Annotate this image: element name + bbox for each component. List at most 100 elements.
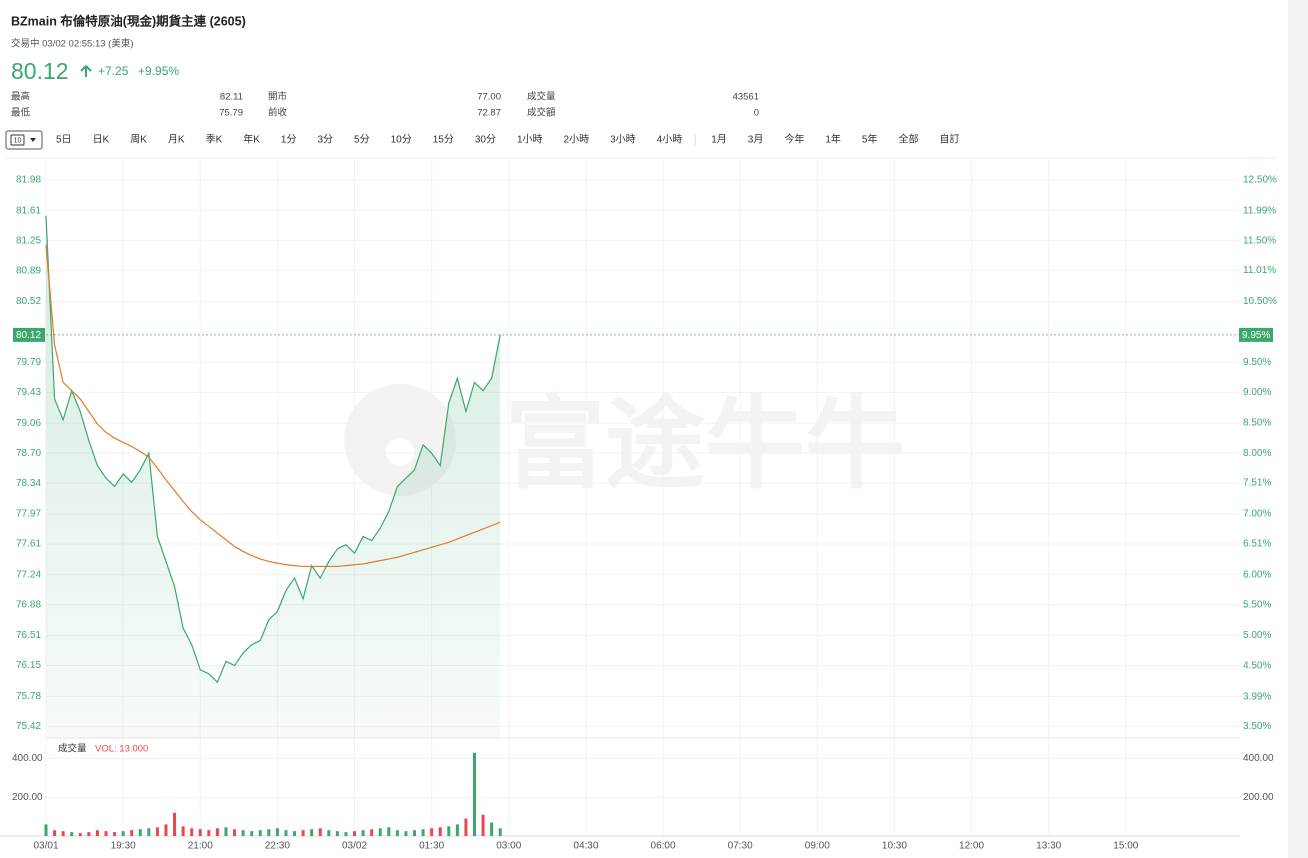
volume-bar bbox=[207, 830, 211, 836]
period-button[interactable]: 1年 bbox=[825, 133, 841, 146]
volume-bar bbox=[293, 831, 297, 836]
y-tick-label: 76.51 bbox=[16, 630, 41, 641]
y-tick-label: 78.34 bbox=[16, 478, 41, 489]
volume-bar bbox=[113, 832, 117, 836]
period-button[interactable]: 日K bbox=[93, 135, 110, 146]
volume-bar bbox=[258, 830, 262, 836]
volume-bar bbox=[104, 831, 108, 836]
volume-bar bbox=[233, 829, 237, 836]
volume-bar bbox=[284, 830, 288, 836]
volume-bar bbox=[241, 830, 245, 836]
volume-bar bbox=[447, 826, 451, 836]
stat-label: 前收 bbox=[268, 107, 288, 119]
volume-bar bbox=[198, 829, 202, 836]
volume-bar bbox=[318, 828, 322, 836]
y-tick-label: 76.15 bbox=[16, 660, 41, 671]
volume-bar bbox=[173, 812, 177, 836]
stat-value: 82.11 bbox=[220, 92, 243, 103]
volume-bar bbox=[438, 827, 442, 836]
y-tick-label: 75.78 bbox=[16, 691, 41, 702]
volume-bar bbox=[404, 831, 408, 836]
change-pct: +9.95% bbox=[138, 64, 179, 78]
volume-bar bbox=[387, 827, 391, 836]
volume-bar bbox=[413, 830, 417, 836]
volume-bar bbox=[70, 832, 74, 836]
period-button[interactable]: 3月 bbox=[748, 134, 764, 146]
period-button[interactable]: 月K bbox=[168, 134, 185, 146]
period-button[interactable]: 10分 bbox=[391, 134, 412, 146]
period-button[interactable]: 3分 bbox=[317, 134, 333, 146]
x-tick-label: 13:30 bbox=[1036, 841, 1061, 852]
stat-label: 成交量 bbox=[527, 91, 556, 103]
period-button[interactable]: 季K bbox=[206, 134, 223, 146]
volume-title: 成交量 bbox=[58, 743, 87, 755]
period-button[interactable]: 30分 bbox=[475, 134, 496, 146]
volume-label: VOL: 13.000 bbox=[95, 744, 148, 755]
stat-label: 最低 bbox=[11, 107, 31, 119]
y-tick-label: 80.52 bbox=[16, 296, 41, 307]
period-button[interactable]: 2小時 bbox=[564, 134, 590, 146]
period-button[interactable]: 年K bbox=[243, 133, 260, 146]
volume-bar bbox=[395, 830, 399, 836]
x-tick-label: 15:00 bbox=[1113, 841, 1138, 852]
x-tick-label: 21:00 bbox=[188, 841, 213, 852]
period-button[interactable]: 3小時 bbox=[610, 134, 636, 146]
y-tick-label: 81.61 bbox=[16, 205, 41, 216]
volume-bar bbox=[95, 830, 99, 836]
x-tick-label: 10:30 bbox=[882, 841, 907, 852]
x-tick-label: 03/02 bbox=[342, 841, 367, 852]
x-tick-label: 12:00 bbox=[959, 841, 984, 852]
y2-tick-label: 5.50% bbox=[1243, 600, 1271, 611]
period-button[interactable]: 1小時 bbox=[517, 134, 543, 146]
price: 80.12 bbox=[11, 58, 69, 84]
y2-tick-label: 9.00% bbox=[1243, 387, 1271, 398]
y2-tick-label: 8.50% bbox=[1243, 418, 1271, 429]
period-button[interactable]: 5年 bbox=[862, 133, 878, 146]
y-tick-label: 81.25 bbox=[16, 235, 41, 246]
x-tick-label: 03:00 bbox=[496, 841, 521, 852]
period-button[interactable]: 全部 bbox=[898, 133, 918, 146]
volume-bar bbox=[267, 829, 271, 836]
period-button[interactable]: 1分 bbox=[281, 134, 297, 146]
watermark: 富途牛牛 bbox=[505, 388, 905, 500]
volume-bar bbox=[121, 831, 125, 836]
volume-bar bbox=[190, 828, 194, 836]
last-price-label: 80.12 bbox=[16, 330, 41, 341]
volume-bar bbox=[164, 824, 168, 836]
title: BZmain 布倫特原油(現金)期貨主連 (2605) bbox=[11, 13, 246, 28]
y2-tick-label: 3.99% bbox=[1243, 691, 1271, 702]
y2-tick-label: 6.51% bbox=[1243, 538, 1271, 549]
y-tick-label: 79.06 bbox=[16, 418, 41, 429]
period-button[interactable]: 自訂 bbox=[939, 133, 959, 146]
period-button[interactable]: 周K bbox=[130, 134, 147, 146]
period-button[interactable]: 5分 bbox=[354, 134, 370, 146]
y-tick-label: 75.42 bbox=[16, 721, 41, 732]
y2-tick-label: 12.50% bbox=[1243, 175, 1277, 186]
volume-bar bbox=[44, 824, 48, 836]
scrollbar[interactable] bbox=[1288, 0, 1308, 858]
icon-label: 10 bbox=[14, 137, 22, 144]
volume-bar bbox=[490, 822, 494, 836]
volume-bar bbox=[464, 818, 468, 836]
x-tick-label: 04:30 bbox=[573, 841, 598, 852]
volume-bar bbox=[472, 752, 476, 836]
last-pct-box bbox=[1239, 327, 1273, 342]
x-tick-label: 09:00 bbox=[805, 841, 830, 852]
y2-tick-label: 6.00% bbox=[1243, 569, 1271, 580]
period-button[interactable]: 5日 bbox=[56, 135, 72, 146]
y-tick-label: 79.79 bbox=[16, 357, 41, 368]
price-line bbox=[45, 215, 501, 684]
y-tick-label: 76.88 bbox=[16, 599, 41, 610]
y-tick-label: 77.61 bbox=[16, 539, 41, 550]
period-button[interactable]: 4小時 bbox=[657, 134, 683, 146]
volume-bar bbox=[215, 828, 219, 836]
x-tick-label: 22:30 bbox=[265, 841, 290, 852]
y2-tick-label: 11.50% bbox=[1243, 235, 1276, 246]
y2-tick-label: 10.50% bbox=[1243, 296, 1277, 307]
period-button[interactable]: 1月 bbox=[711, 134, 727, 146]
x-tick-label: 07:30 bbox=[728, 841, 753, 852]
period-button[interactable]: 今年 bbox=[784, 133, 804, 146]
x-tick-label: 01:30 bbox=[419, 841, 444, 852]
period-button[interactable]: 15分 bbox=[433, 134, 454, 146]
volume-bar bbox=[421, 829, 425, 836]
